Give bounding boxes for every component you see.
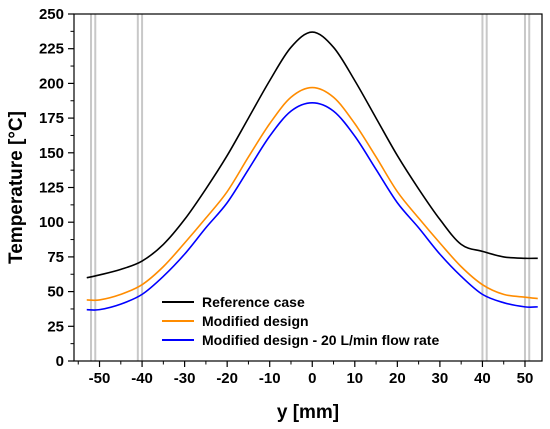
series-line-3 <box>86 102 538 311</box>
y-axis: 0 25 50 75 100 125 150 175 200 225 250 <box>39 6 74 370</box>
y-tick-label: 200 <box>39 75 64 92</box>
plot-frame <box>73 13 543 362</box>
x-tick-label: -20 <box>216 370 238 387</box>
legend-label: Reference case <box>202 294 305 310</box>
x-tick-label: 10 <box>346 370 363 387</box>
reference-lines <box>90 14 531 361</box>
y-tick-label: 150 <box>39 145 64 162</box>
x-tick-label: 20 <box>389 370 406 387</box>
x-tick-label: 0 <box>308 370 316 387</box>
y-tick-label: 250 <box>39 6 64 23</box>
x-tick-label: -40 <box>131 370 153 387</box>
y-axis-title: Temperature [°C] <box>6 111 27 264</box>
x-tick-label: -50 <box>89 370 111 387</box>
y-tick-label: 125 <box>39 180 64 197</box>
x-tick-label: -30 <box>174 370 196 387</box>
series-group <box>86 31 538 311</box>
y-tick-label: 25 <box>47 318 64 335</box>
x-tick-label: 40 <box>474 370 491 387</box>
x-tick-label: 50 <box>517 370 534 387</box>
y-tick-label: 100 <box>39 214 64 231</box>
series-line-1 <box>86 31 538 279</box>
legend: Reference case Modified design Modified de… <box>162 294 439 348</box>
y-tick-label: 225 <box>39 41 64 58</box>
x-axis-title: y [mm] <box>277 402 339 423</box>
y-tick-label: 175 <box>39 110 64 127</box>
x-tick-label: -10 <box>259 370 281 387</box>
legend-label: Modified design <box>202 313 309 329</box>
y-tick-label: 50 <box>47 284 64 301</box>
x-axis: -50 -40 -30 -20 -10 0 10 20 30 40 50 <box>77 361 534 387</box>
legend-label: Modified design - 20 L/min flow rate <box>202 332 439 348</box>
series-line-2 <box>86 86 538 302</box>
y-tick-label: 0 <box>56 353 64 370</box>
y-tick-label: 75 <box>47 249 64 266</box>
x-tick-label: 30 <box>432 370 449 387</box>
